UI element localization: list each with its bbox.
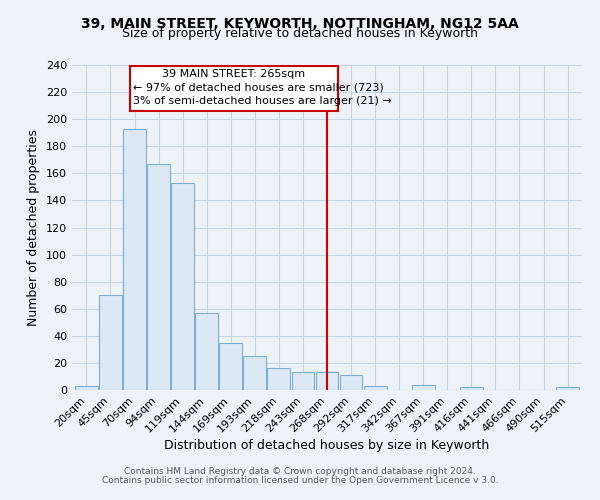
- Bar: [171, 183, 194, 390]
- Text: Size of property relative to detached houses in Keyworth: Size of property relative to detached ho…: [122, 28, 478, 40]
- Bar: [556, 388, 579, 390]
- Bar: [75, 386, 98, 390]
- Bar: [99, 295, 122, 390]
- Bar: [316, 372, 338, 390]
- Bar: [268, 368, 290, 390]
- Text: ← 97% of detached houses are smaller (723): ← 97% of detached houses are smaller (72…: [133, 82, 384, 92]
- Bar: [220, 342, 242, 390]
- Text: 3% of semi-detached houses are larger (21) →: 3% of semi-detached houses are larger (2…: [133, 96, 392, 106]
- Bar: [340, 375, 362, 390]
- Bar: [123, 128, 146, 390]
- Bar: [292, 372, 314, 390]
- X-axis label: Distribution of detached houses by size in Keyworth: Distribution of detached houses by size …: [164, 440, 490, 452]
- Bar: [460, 388, 483, 390]
- Bar: [364, 386, 386, 390]
- Bar: [147, 164, 170, 390]
- Text: Contains public sector information licensed under the Open Government Licence v : Contains public sector information licen…: [101, 476, 499, 485]
- Text: 39 MAIN STREET: 265sqm: 39 MAIN STREET: 265sqm: [162, 69, 305, 79]
- Bar: [195, 313, 218, 390]
- Bar: [244, 356, 266, 390]
- FancyBboxPatch shape: [130, 66, 338, 111]
- Text: Contains HM Land Registry data © Crown copyright and database right 2024.: Contains HM Land Registry data © Crown c…: [124, 467, 476, 476]
- Y-axis label: Number of detached properties: Number of detached properties: [28, 129, 40, 326]
- Text: 39, MAIN STREET, KEYWORTH, NOTTINGHAM, NG12 5AA: 39, MAIN STREET, KEYWORTH, NOTTINGHAM, N…: [81, 18, 519, 32]
- Bar: [412, 384, 434, 390]
